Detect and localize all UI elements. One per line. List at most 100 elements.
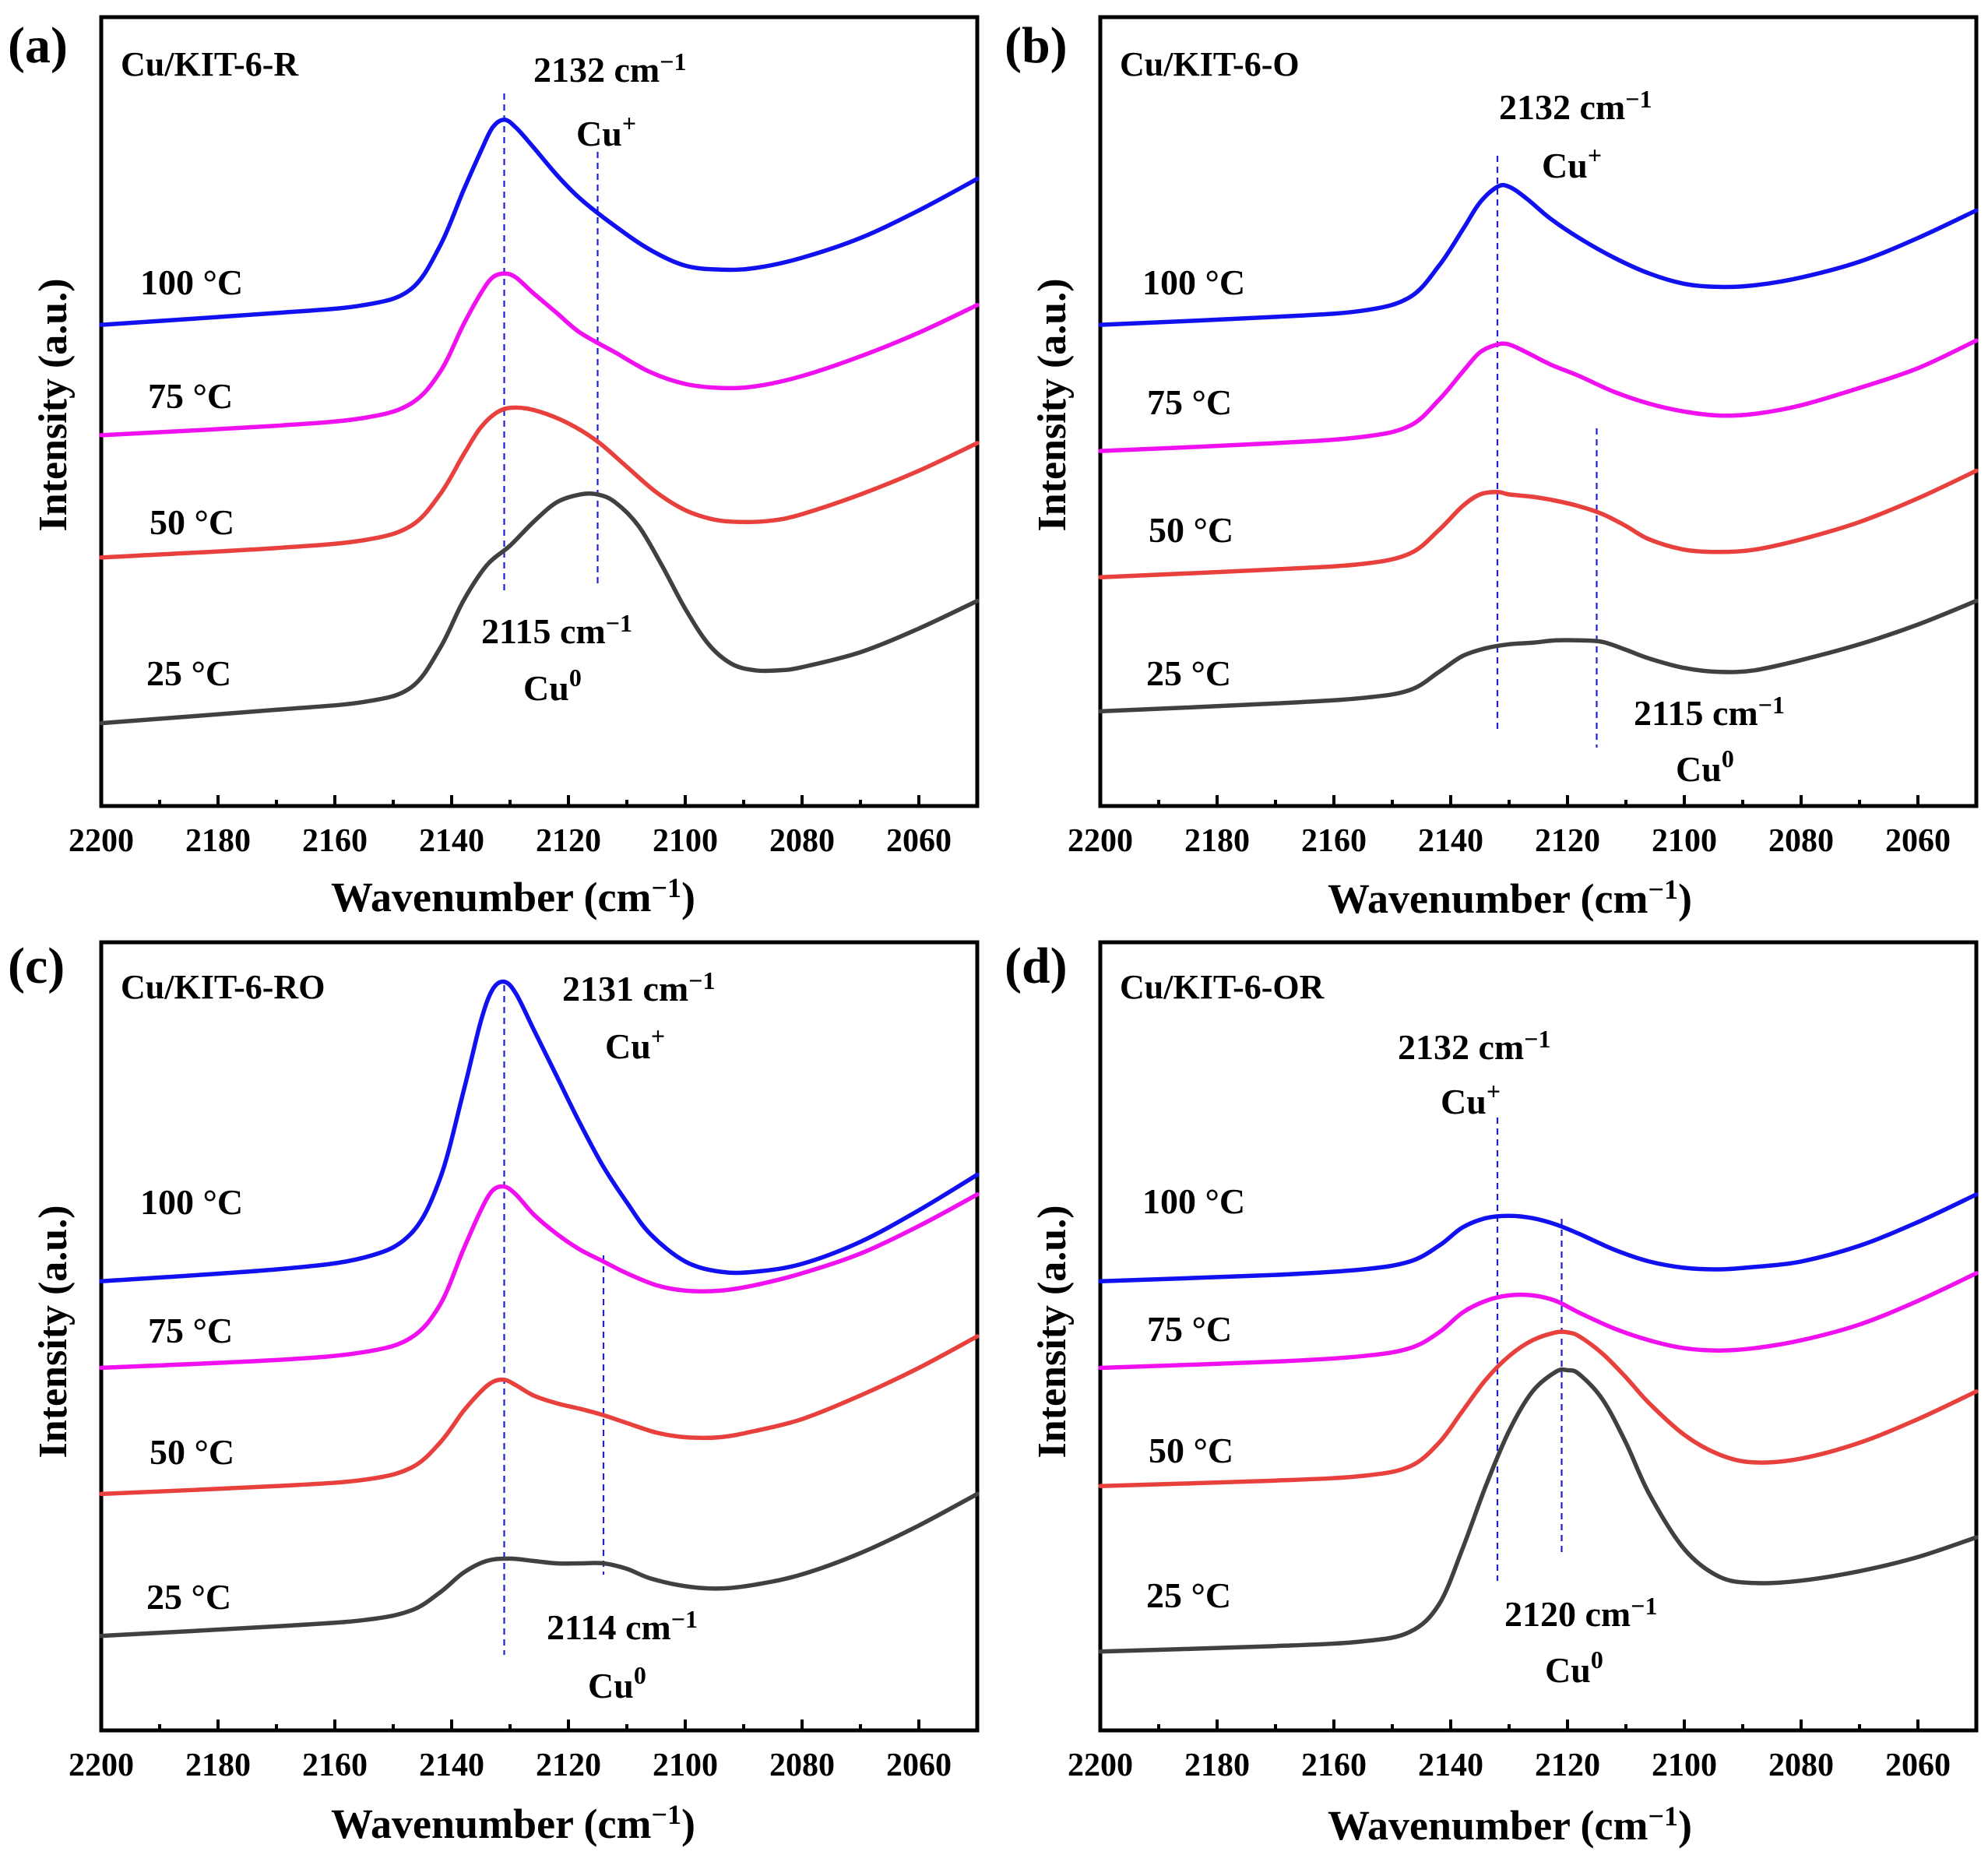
- x-tick-label: 2060: [886, 823, 952, 859]
- x-tick-label: 2080: [769, 1748, 835, 1783]
- x-axis-label: Wavenumber (cm−1): [331, 872, 695, 920]
- panel-a: (a) Cu/KIT-6-R 100 °C 75 °C 50 °C 25 °C …: [8, 15, 980, 920]
- sample-title: Cu/KIT-6-O: [1120, 45, 1300, 83]
- sample-title: Cu/KIT-6-OR: [1120, 968, 1325, 1006]
- peak-label-cu-plus-wavenumber: 2132 cm−1: [533, 48, 686, 90]
- spectrum-line-100c: [99, 117, 980, 327]
- x-tick-label: 2140: [419, 1748, 484, 1783]
- x-tick-label: 2200: [1068, 1748, 1133, 1783]
- x-axis-label: Wavenumber (cm−1): [1328, 1800, 1692, 1849]
- peak-label-cu0-wavenumber: 2120 cm−1: [1504, 1592, 1657, 1634]
- plot-frame: [1098, 15, 1979, 808]
- peak-label-cu-plus-species: Cu+: [605, 1022, 665, 1066]
- plot-frame: [1098, 940, 1979, 1733]
- legend-label-100: 100 °C: [140, 262, 243, 302]
- legend-label-50: 50 °C: [150, 502, 234, 542]
- x-tick-label: 2160: [302, 1748, 368, 1783]
- legend-label-100: 100 °C: [1142, 1181, 1245, 1221]
- spectrum-line-75c: [1098, 338, 1979, 453]
- plot-frame: [99, 15, 980, 808]
- panel-letter: (c): [8, 938, 65, 994]
- spectrum-line-75c: [1098, 1271, 1979, 1371]
- legend-label-25: 25 °C: [146, 653, 231, 693]
- peak-label-cu0-species: Cu0: [588, 1661, 646, 1705]
- peak-label-cu-plus-wavenumber: 2132 cm−1: [1398, 1025, 1550, 1067]
- x-tick-label: 2140: [1418, 1748, 1483, 1783]
- peak-label-cu-plus-species: Cu+: [576, 109, 636, 153]
- spectrum-line-50c: [99, 405, 980, 560]
- x-tick-label: 2100: [1652, 823, 1717, 859]
- legend-label-75: 75 °C: [148, 1311, 233, 1350]
- panel-b: (b) Cu/KIT-6-O 100 °C 75 °C 50 °C 25 °C …: [1005, 15, 1979, 922]
- peak-label-cu-plus-species: Cu+: [1542, 141, 1602, 185]
- peak-label-cu0-wavenumber: 2114 cm−1: [547, 1605, 698, 1647]
- x-tick-label: 2120: [536, 1748, 601, 1783]
- panel-letter: (d): [1005, 938, 1068, 994]
- sample-title: Cu/KIT-6-R: [121, 45, 299, 83]
- x-tick-label: 2080: [769, 823, 835, 859]
- legend-label-50: 50 °C: [1149, 1431, 1233, 1470]
- x-tick-label: 2100: [1652, 1748, 1717, 1783]
- x-tick-label: 2060: [1885, 1748, 1951, 1783]
- legend-label-100: 100 °C: [140, 1182, 243, 1222]
- x-tick-label: 2180: [1184, 823, 1250, 859]
- x-axis-label: Wavenumber (cm−1): [1328, 874, 1692, 922]
- x-tick-label: 2140: [1418, 823, 1483, 859]
- legend-label-75: 75 °C: [148, 376, 233, 416]
- spectrum-line-25c: [1098, 598, 1979, 714]
- panel-c: (c) Cu/KIT-6-RO 100 °C 75 °C 50 °C 25 °C…: [8, 938, 980, 1847]
- y-axis-label: Intensity (a.u.): [31, 278, 76, 531]
- spectrum-line-50c: [99, 1334, 980, 1497]
- x-tick-label: 2180: [185, 1748, 251, 1783]
- legend-label-75: 75 °C: [1147, 1309, 1232, 1349]
- peak-label-cu0-species: Cu0: [1545, 1646, 1603, 1690]
- x-tick-label: 2140: [419, 823, 484, 859]
- legend-label-25: 25 °C: [1146, 1575, 1231, 1615]
- spectrum-line-50c: [1098, 468, 1979, 579]
- x-tick-label: 2160: [1301, 823, 1367, 859]
- x-tick-label: 2060: [886, 1748, 952, 1783]
- peak-label-cu-plus-wavenumber: 2132 cm−1: [1499, 85, 1652, 127]
- x-tick-label: 2060: [1885, 823, 1951, 859]
- legend-label-50: 50 °C: [1149, 510, 1233, 550]
- x-tick-label: 2100: [653, 823, 718, 859]
- y-axis-label: Intensity (a.u.): [1030, 278, 1075, 531]
- x-tick-label: 2120: [1535, 823, 1600, 859]
- x-tick-label: 2160: [1301, 1748, 1367, 1783]
- x-tick-label: 2180: [1184, 1748, 1250, 1783]
- peak-label-cu0-species: Cu0: [1676, 744, 1734, 789]
- sample-title: Cu/KIT-6-RO: [121, 968, 325, 1006]
- spectrum-line-75c: [99, 271, 980, 438]
- panel-letter: (b): [1005, 17, 1068, 74]
- x-tick-label: 2160: [302, 823, 368, 859]
- spectrum-line-75c: [99, 1184, 980, 1371]
- x-tick-label: 2200: [69, 1748, 134, 1783]
- peak-label-cu-plus-species: Cu+: [1441, 1077, 1501, 1121]
- y-axis-label: Intensity (a.u.): [31, 1205, 76, 1458]
- spectrum-line-25c: [1098, 1367, 1979, 1654]
- legend-label-50: 50 °C: [150, 1432, 234, 1472]
- spectrum-line-100c: [99, 979, 980, 1283]
- x-tick-label: 2200: [1068, 823, 1133, 859]
- spectrum-line-25c: [99, 491, 980, 726]
- legend-label-25: 25 °C: [146, 1577, 231, 1617]
- x-tick-label: 2080: [1768, 823, 1834, 859]
- spectrum-line-50c: [1098, 1329, 1979, 1489]
- x-tick-label: 2120: [1535, 1748, 1600, 1783]
- panel-letter: (a): [8, 17, 68, 74]
- peak-label-cu0-species: Cu0: [523, 664, 582, 708]
- peak-label-cu-plus-wavenumber: 2131 cm−1: [562, 966, 715, 1008]
- spectrum-line-100c: [1098, 1192, 1979, 1283]
- x-tick-label: 2120: [536, 823, 601, 859]
- panel-d: (d) Cu/KIT-6-OR 100 °C 75 °C 50 °C 25 °C…: [1005, 938, 1979, 1849]
- x-tick-label: 2100: [653, 1748, 718, 1783]
- legend-label-100: 100 °C: [1142, 262, 1245, 302]
- x-tick-label: 2200: [69, 823, 134, 859]
- legend-label-25: 25 °C: [1146, 653, 1231, 693]
- legend-label-75: 75 °C: [1147, 382, 1232, 422]
- x-axis-label: Wavenumber (cm−1): [331, 1799, 695, 1847]
- spectrum-line-100c: [1098, 182, 1979, 327]
- x-tick-label: 2080: [1768, 1748, 1834, 1783]
- y-axis-label: Intensity (a.u.): [1030, 1205, 1075, 1458]
